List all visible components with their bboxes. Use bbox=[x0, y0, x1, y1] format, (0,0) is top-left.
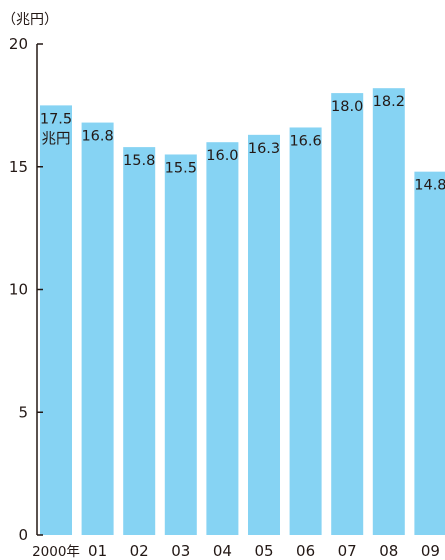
y-unit-label: （兆円） bbox=[2, 12, 58, 28]
x-tick-label: 09 bbox=[421, 542, 440, 560]
data-labels-group: 17.5 兆円 16.8 15.8 15.5 16.0 16.3 16.6 18.0 18.2 14… bbox=[40, 94, 445, 193]
bar bbox=[164, 154, 197, 535]
y-tick-label: 15 bbox=[9, 158, 28, 176]
x-tick-label: 01 bbox=[88, 542, 107, 560]
data-label-unit: 兆円 bbox=[42, 130, 71, 147]
bar bbox=[372, 88, 405, 535]
x-tick-label: 05 bbox=[254, 542, 273, 560]
x-tick-label: 06 bbox=[296, 542, 315, 560]
bar bbox=[248, 134, 280, 535]
bar bbox=[414, 171, 445, 535]
data-label: 14.8 bbox=[414, 178, 445, 194]
x-tick-label: 03 bbox=[171, 542, 190, 560]
bar bbox=[123, 147, 156, 536]
bar bbox=[81, 122, 114, 535]
data-label: 18.0 bbox=[331, 99, 363, 115]
bar bbox=[331, 93, 364, 535]
x-tick-label: 02 bbox=[130, 542, 149, 560]
y-tick-label: 10 bbox=[9, 281, 28, 299]
data-label: 15.8 bbox=[123, 153, 155, 169]
data-label: 15.5 bbox=[165, 160, 197, 176]
x-tick-label: 04 bbox=[213, 542, 232, 560]
x-tick-label: 07 bbox=[338, 542, 357, 560]
y-tick-label: 20 bbox=[9, 35, 28, 53]
data-label: 17.5 bbox=[40, 111, 72, 127]
x-tick-label: 08 bbox=[379, 542, 398, 560]
x-tick-label: 2000年 bbox=[32, 544, 80, 560]
bar bbox=[40, 105, 72, 535]
y-axis: 0 5 10 15 20 bbox=[9, 35, 43, 544]
y-tick-label: 5 bbox=[18, 403, 28, 421]
bar bbox=[289, 127, 322, 535]
data-label: 16.6 bbox=[289, 133, 321, 149]
bar bbox=[206, 142, 239, 535]
bars-group bbox=[40, 88, 445, 536]
x-axis-labels: 2000年 01 02 03 04 05 06 07 08 09 bbox=[32, 542, 440, 560]
data-label: 16.3 bbox=[248, 141, 280, 157]
data-label: 16.0 bbox=[206, 148, 238, 164]
data-label: 16.8 bbox=[81, 129, 113, 145]
y-tick-label: 0 bbox=[18, 526, 28, 544]
data-label: 18.2 bbox=[373, 94, 405, 110]
